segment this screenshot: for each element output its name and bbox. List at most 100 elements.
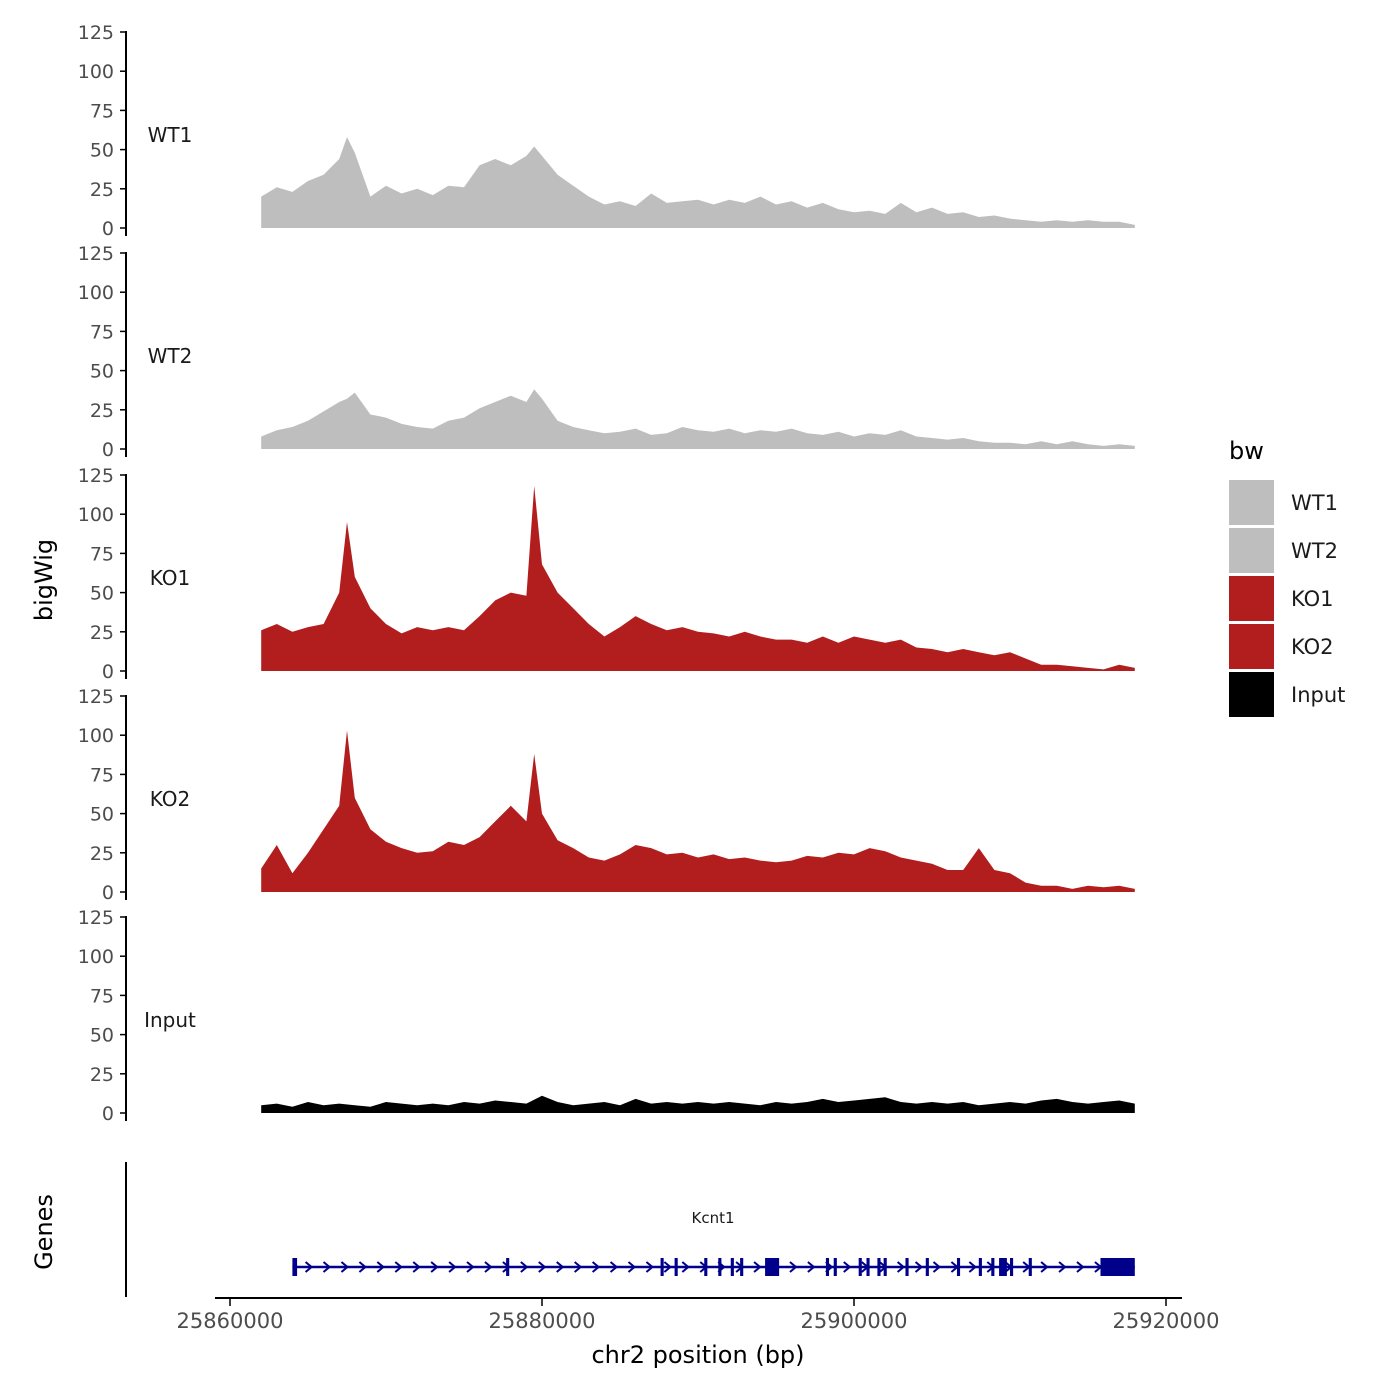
gene-exon (506, 1258, 510, 1276)
strand-arrow (843, 1261, 852, 1273)
gene-name-label: Kcnt1 (691, 1209, 734, 1227)
gene-exon (660, 1258, 664, 1276)
strand-arrow (556, 1261, 565, 1273)
signal-area-wt1 (261, 137, 1135, 228)
strand-arrow (1058, 1261, 1067, 1273)
gene-exon (765, 1258, 780, 1276)
x-tick-label: 25920000 (1113, 1309, 1220, 1333)
track-label-wt2: WT2 (148, 344, 193, 368)
strand-arrow (645, 1261, 654, 1273)
gene-exon (858, 1258, 862, 1276)
gene-exon (905, 1258, 909, 1276)
strand-arrow (932, 1261, 942, 1273)
gene-exon (956, 1258, 961, 1276)
y-tick-label: 0 (102, 882, 114, 904)
legend-items: WT1 WT2 KO1 KO2 Input (1229, 480, 1345, 717)
y-tick-label: 100 (78, 946, 114, 968)
y-tick-label: 125 (78, 907, 114, 929)
track-label-ko2: KO2 (150, 787, 191, 811)
strand-arrow (1040, 1261, 1049, 1273)
track-panel-wt1: 0 25 50 75 100 125 WT1 (78, 22, 1135, 240)
legend-label-wt2: WT2 (1291, 539, 1338, 563)
y-tick-label: 0 (102, 439, 114, 461)
y-tick-label: 125 (78, 686, 114, 708)
legend-label-input: Input (1291, 683, 1345, 707)
strand-arrow (304, 1261, 314, 1273)
gene-exon (978, 1258, 982, 1276)
gene-panel (125, 1162, 1135, 1297)
genes-track-title: Genes (30, 1194, 58, 1270)
gene-exon (1100, 1258, 1135, 1276)
strand-arrow (412, 1261, 421, 1273)
legend-label-ko1: KO1 (1291, 587, 1334, 611)
track-panel-ko1: 0 25 50 75 100 125 KO1 (78, 465, 1135, 683)
strand-arrow (448, 1261, 457, 1273)
y-tick-label: 100 (78, 725, 114, 747)
y-tick-label: 100 (78, 61, 114, 83)
track-panel-ko2: 0 25 50 75 100 125 KO2 (78, 686, 1135, 904)
strand-arrow (466, 1261, 475, 1273)
y-tick-label: 125 (78, 465, 114, 487)
track-panel-wt2: 0 25 50 75 100 125 WT2 (78, 243, 1135, 461)
y-tick-label: 125 (78, 22, 114, 44)
gene-exon (674, 1258, 678, 1276)
y-tick-label: 50 (90, 583, 114, 605)
strand-arrow (340, 1261, 350, 1273)
strand-arrow (968, 1261, 977, 1273)
y-tick-label: 75 (90, 764, 114, 786)
signal-area-input (261, 1095, 1135, 1113)
y-tick-label: 125 (78, 243, 114, 265)
x-tick-label: 25860000 (177, 1309, 284, 1333)
y-tick-label: 25 (90, 400, 114, 422)
strand-arrow (807, 1261, 816, 1273)
strand-arrow (394, 1261, 403, 1273)
y-tick-label: 0 (102, 218, 114, 240)
strand-arrow (627, 1261, 637, 1273)
strand-arrow (358, 1261, 367, 1273)
strand-arrow (753, 1261, 762, 1273)
y-tick-label: 75 (90, 543, 114, 565)
gene-exon (292, 1258, 298, 1276)
strand-arrow (896, 1261, 906, 1273)
y-tick-label: 100 (78, 282, 114, 304)
y-axis-title: bigWig (30, 539, 58, 621)
track-label-ko1: KO1 (150, 566, 191, 590)
strand-arrow (376, 1261, 385, 1273)
signal-area-wt2 (261, 389, 1135, 449)
y-tick-label: 50 (90, 140, 114, 162)
signal-area-ko2 (261, 730, 1135, 892)
strand-arrow (663, 1261, 672, 1273)
gene-exon (740, 1258, 744, 1276)
strand-arrow (484, 1261, 493, 1273)
strand-arrow (789, 1261, 798, 1273)
legend-label-wt1: WT1 (1291, 491, 1338, 515)
legend-swatch-wt1 (1229, 480, 1274, 525)
strand-arrow (322, 1261, 332, 1273)
strand-arrow (430, 1261, 439, 1273)
gene-exon (1028, 1258, 1032, 1276)
strand-arrow (591, 1261, 601, 1273)
gene-exon (718, 1258, 722, 1276)
legend-swatch-ko1 (1229, 576, 1274, 621)
gene-exon (730, 1258, 734, 1276)
strand-arrow (538, 1261, 547, 1273)
track-panel-input: 0 25 50 75 100 125 Input (78, 907, 1135, 1125)
y-tick-label: 75 (90, 321, 114, 343)
x-axis-title: chr2 position (bp) (591, 1341, 804, 1369)
gene-exon (825, 1258, 830, 1276)
strand-arrow (1076, 1261, 1085, 1273)
track-label-wt1: WT1 (148, 123, 193, 147)
strand-arrow (574, 1261, 583, 1273)
y-tick-label: 0 (102, 661, 114, 683)
gene-exon (833, 1258, 837, 1276)
gene-exon (877, 1258, 881, 1276)
y-tick-label: 25 (90, 622, 114, 644)
strand-arrow (681, 1261, 690, 1273)
y-tick-label: 50 (90, 361, 114, 383)
y-tick-label: 50 (90, 1025, 114, 1047)
gene-exon (925, 1258, 929, 1276)
gene-exon (704, 1258, 708, 1276)
track-label-input: Input (144, 1008, 196, 1032)
y-tick-label: 75 (90, 985, 114, 1007)
